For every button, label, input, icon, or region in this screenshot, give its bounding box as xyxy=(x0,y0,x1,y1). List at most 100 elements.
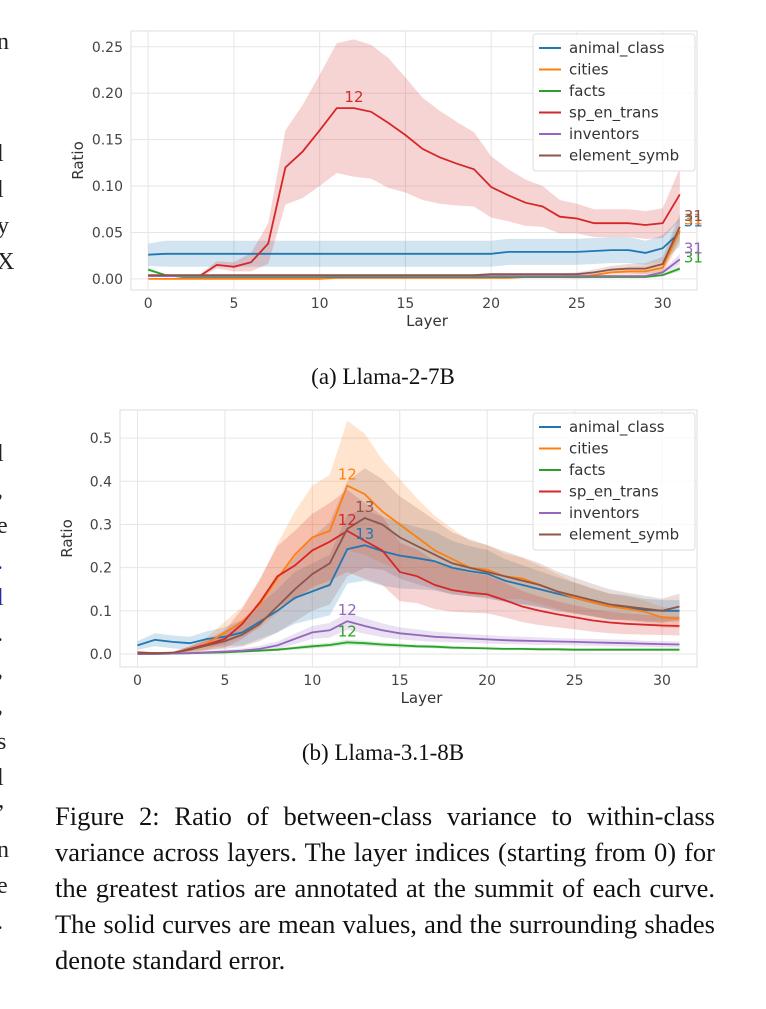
line-sp-en-trans xyxy=(137,529,680,655)
legend-box xyxy=(532,33,696,172)
x-tick-label: 20 xyxy=(482,296,500,312)
annotation-element-symb: 31 xyxy=(684,207,703,225)
annotation-animal-class: 13 xyxy=(355,525,374,543)
y-tick-label: 0.10 xyxy=(92,179,123,195)
clipped-char: , xyxy=(0,694,17,718)
clipped-char: n xyxy=(0,837,9,863)
x-tick-label: 0 xyxy=(133,673,142,689)
band-cities xyxy=(137,420,680,655)
legend-label: sp_en_trans xyxy=(569,104,659,123)
y-tick-label: 0.3 xyxy=(90,517,112,533)
x-tick-label: 20 xyxy=(478,673,496,689)
legend-label: animal_class xyxy=(569,418,665,437)
clipped-char: l xyxy=(0,765,4,791)
line-inventors xyxy=(148,258,681,278)
band-sp-en-trans xyxy=(148,39,680,278)
x-tick-label: 25 xyxy=(568,296,586,312)
line-inventors xyxy=(137,620,680,655)
annotation-cities: 12 xyxy=(338,466,357,484)
figure-caption: Figure 2: Ratio of between-class varianc… xyxy=(55,801,715,975)
line-animal-class xyxy=(148,231,681,256)
clipped-char: . xyxy=(0,910,17,934)
annotation-element-symb: 13 xyxy=(355,498,374,516)
line-element-symb xyxy=(148,226,681,277)
annotation-animal-class: 31 xyxy=(684,212,703,230)
x-tick-label: 5 xyxy=(229,296,238,312)
clipped-char: X xyxy=(0,249,15,275)
subfigure-caption-b: (b) Llama-3.1-8B xyxy=(301,740,465,765)
clipped-char: e xyxy=(0,873,8,899)
legend-label: inventors xyxy=(569,125,640,143)
band-animal-class xyxy=(148,218,680,267)
x-tick-label: 15 xyxy=(391,673,409,689)
y-axis-label: Ratio xyxy=(58,519,76,558)
clipped-char: n xyxy=(0,29,9,55)
y-tick-label: 0.25 xyxy=(92,40,123,56)
x-tick-label: 10 xyxy=(303,673,321,689)
legend-label: inventors xyxy=(569,504,640,522)
line-element-symb xyxy=(137,517,680,655)
clipped-char: l xyxy=(0,441,4,467)
annotation-cities: 31 xyxy=(684,211,703,229)
subfigure-caption-a: (a) Llama-2-7B xyxy=(311,364,455,389)
legend-label: cities xyxy=(569,440,609,458)
x-axis-label: Layer xyxy=(406,312,449,330)
legend-label: facts xyxy=(569,461,606,479)
y-axis-label: Ratio xyxy=(69,141,87,180)
line-sp-en-trans xyxy=(148,107,681,278)
x-axis-label: Layer xyxy=(401,689,444,707)
x-tick-label: 5 xyxy=(220,673,229,689)
line-cities xyxy=(137,484,680,655)
clipped-char: , xyxy=(0,658,17,682)
band-sp-en-trans xyxy=(137,489,680,654)
band-element-symb xyxy=(148,213,680,277)
clipped-char: ’ xyxy=(0,802,17,826)
clipped-char: . xyxy=(0,622,17,646)
x-tick-label: 0 xyxy=(144,296,153,312)
band-cities xyxy=(148,219,680,280)
y-tick-label: 0.4 xyxy=(90,474,112,490)
y-tick-label: 0.5 xyxy=(90,431,112,447)
legend-label: sp_en_trans xyxy=(569,483,659,502)
x-tick-label: 15 xyxy=(397,296,415,312)
clipped-char: l xyxy=(0,585,4,611)
x-tick-label: 30 xyxy=(654,296,672,312)
series-lines xyxy=(147,107,681,280)
series-lines xyxy=(137,484,680,655)
clipped-char: y xyxy=(0,213,9,239)
x-tick-label: 30 xyxy=(653,673,671,689)
y-tick-label: 0.1 xyxy=(90,604,112,620)
band-animal-class xyxy=(137,509,680,650)
y-tick-label: 0.15 xyxy=(92,133,123,149)
clipped-char: e xyxy=(0,513,8,539)
legend-label: element_symb xyxy=(569,147,679,166)
legend-label: cities xyxy=(569,61,609,79)
y-tick-label: 0.2 xyxy=(90,561,112,577)
x-tick-label: 10 xyxy=(311,296,329,312)
y-tick-label: 0.00 xyxy=(92,272,123,288)
clipped-char: l xyxy=(0,177,4,203)
clipped-char: . xyxy=(0,550,17,574)
clipped-char: s xyxy=(0,729,7,755)
x-tick-label: 25 xyxy=(566,673,584,689)
y-tick-label: 0.20 xyxy=(92,86,123,102)
clipped-char: l xyxy=(0,141,4,167)
y-tick-label: 0.0 xyxy=(90,647,112,663)
annotation-facts: 12 xyxy=(338,622,357,640)
legend-label: animal_class xyxy=(569,39,665,58)
legend-label: element_symb xyxy=(569,526,679,545)
annotation-facts: 31 xyxy=(684,249,703,267)
y-tick-label: 0.05 xyxy=(92,225,123,241)
legend-label: facts xyxy=(569,82,606,100)
annotation-sp-en-trans: 12 xyxy=(344,88,363,106)
annotation-inventors: 12 xyxy=(338,601,357,619)
axis-ticks: 0 5 10 15 20 25 30 0.0 0.1 0.2 0.3 0.4 0.5 xyxy=(90,431,671,689)
axis-ticks: 0 5 10 15 20 25 30 0.00 0.05 0.10 0.15 0.20 0.25 xyxy=(92,40,672,312)
annotation-inventors: 31 xyxy=(684,239,703,257)
